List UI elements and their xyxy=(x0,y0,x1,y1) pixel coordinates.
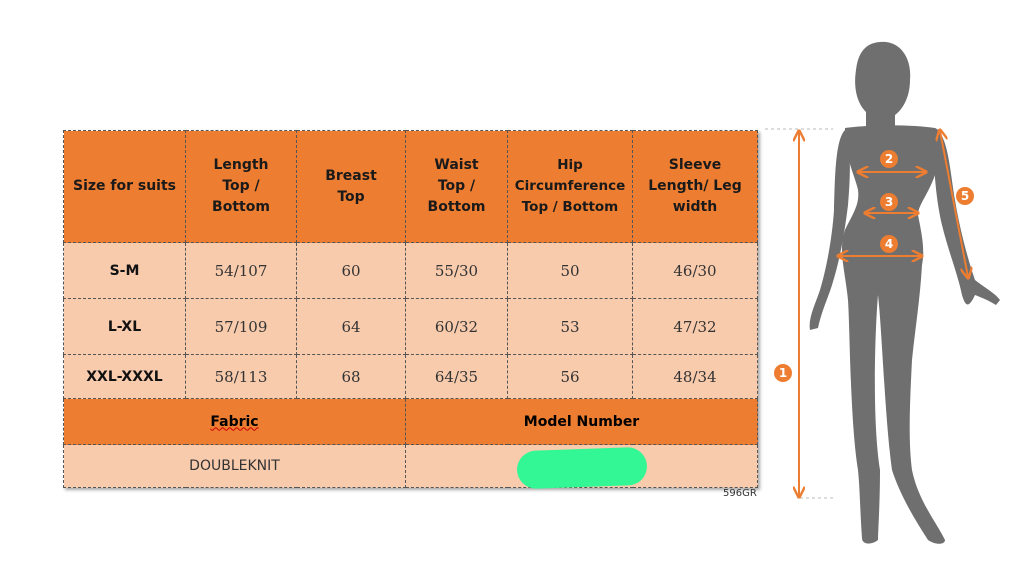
fabric-value: DOUBLEKNIT xyxy=(63,444,406,488)
header-row: Size for suits Length Top / Bottom Breas… xyxy=(63,130,758,243)
measurement-guides xyxy=(765,129,968,499)
table-cell: 53 xyxy=(507,298,633,355)
model-number-label: Model Number xyxy=(405,398,758,445)
table-cell: 54/107 xyxy=(185,242,297,299)
header-text: Hip Circumference Top / Bottom xyxy=(514,157,626,215)
silhouette xyxy=(809,41,1000,544)
table-cell: 50 xyxy=(507,242,633,299)
table-cell: 60 xyxy=(296,242,406,299)
marker-4: 4 xyxy=(885,237,893,251)
table-cell: 64 xyxy=(296,298,406,355)
header-text: Waist Top / Bottom xyxy=(427,157,486,215)
header-text: Breast Top xyxy=(325,167,377,205)
product-code: 596GR xyxy=(723,488,757,499)
fabric-label-text: Fabric xyxy=(210,413,259,430)
marker-1-icon xyxy=(774,364,792,382)
footer-header-row: Fabric Model Number xyxy=(63,398,758,445)
table-cell: 55/30 xyxy=(405,242,508,299)
header-cell: Hip Circumference Top / Bottom xyxy=(507,130,633,243)
footer-value-row: DOUBLEKNIT xyxy=(63,444,758,490)
marker-3: 3 xyxy=(885,195,893,209)
marker-3-icon xyxy=(880,193,898,211)
marker-4-icon xyxy=(880,235,898,253)
torso-legs xyxy=(841,125,945,544)
header-text: Length Top / Bottom xyxy=(212,157,270,215)
marker-2: 2 xyxy=(885,152,893,166)
size-cell: XXL-XXXL xyxy=(63,354,186,399)
table-cell: 64/35 xyxy=(405,354,508,399)
header-cell: Sleeve Length/ Leg width xyxy=(632,130,758,243)
head xyxy=(855,41,911,127)
sleeve-arrow xyxy=(940,131,968,277)
table-row: L-XL 57/109 64 60/32 53 47/32 xyxy=(63,298,758,355)
size-cell: L-XL xyxy=(63,298,186,355)
marker-1: 1 xyxy=(779,366,787,380)
header-cell: Breast Top xyxy=(296,130,406,243)
size-cell: S-M xyxy=(63,242,186,299)
measurement-markers: 1 2 3 4 5 xyxy=(774,150,974,382)
table-cell: 47/32 xyxy=(632,298,758,355)
table-cell: 46/30 xyxy=(632,242,758,299)
header-cell: Size for suits xyxy=(63,130,186,243)
model-number-value xyxy=(405,444,758,490)
size-chart-table: Size for suits Length Top / Bottom Breas… xyxy=(63,130,758,490)
left-arm xyxy=(809,130,850,330)
marker-2-icon xyxy=(880,150,898,168)
header-cell: Waist Top / Bottom xyxy=(405,130,508,243)
fabric-label: Fabric xyxy=(63,398,406,445)
table-row: S-M 54/107 60 55/30 50 46/30 xyxy=(63,242,758,299)
table-cell: 68 xyxy=(296,354,406,399)
table-row: XXL-XXXL 58/113 68 64/35 56 48/34 xyxy=(63,354,758,399)
table-cell: 57/109 xyxy=(185,298,297,355)
table-cell: 60/32 xyxy=(405,298,508,355)
marker-5-icon xyxy=(956,187,974,205)
header-text: Sleeve Length/ Leg width xyxy=(648,157,742,215)
marker-5: 5 xyxy=(961,189,969,203)
